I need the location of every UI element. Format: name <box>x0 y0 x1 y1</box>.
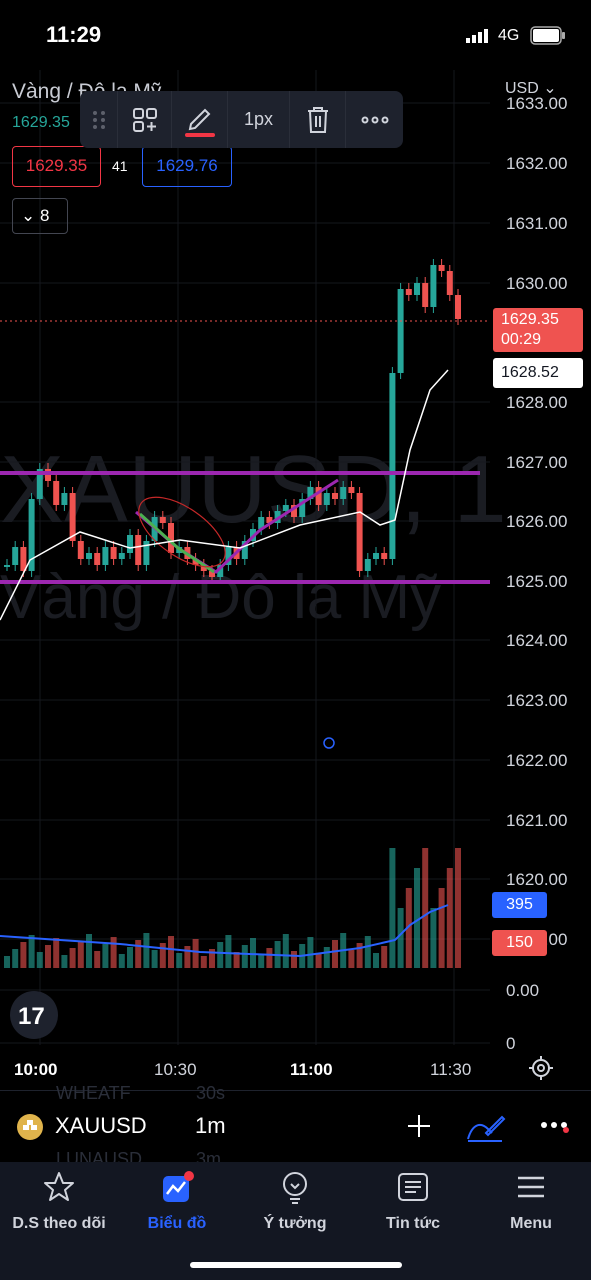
nav-item-watchlist[interactable]: D.S theo dõi <box>0 1170 118 1233</box>
line-width-button[interactable]: 1px <box>228 91 290 148</box>
status-bar: 11:29 4G <box>0 0 591 70</box>
status-time: 11:29 <box>46 22 102 47</box>
price-tick: 1627.00 <box>506 453 567 472</box>
symbol-button[interactable]: XAUUSD <box>55 1113 147 1138</box>
price-tick: 0.00 <box>506 981 539 1000</box>
price-tick: 1621.00 <box>506 811 567 830</box>
countdown-label: 00:29 <box>501 331 542 348</box>
svg-text:17: 17 <box>18 1003 45 1030</box>
price-tick: 1620.00 <box>506 870 567 889</box>
price-tick: 1628.00 <box>506 393 567 412</box>
price-tick: 1626.00 <box>506 512 567 531</box>
spread-value: 41 <box>112 158 128 174</box>
tradingview-logo: 17 <box>10 991 58 1039</box>
volume-ma-line <box>0 904 449 958</box>
add-icon[interactable] <box>406 1113 432 1139</box>
price-tick: 1622.00 <box>506 751 567 770</box>
price-tick: 1633.00 <box>506 94 567 113</box>
price-tick: 1624.00 <box>506 631 567 650</box>
nav-item-news[interactable]: Tin tức <box>354 1170 472 1233</box>
more-dots-icon[interactable] <box>346 91 403 148</box>
time-tick: 10:30 <box>154 1060 197 1079</box>
volume-label: 395 <box>492 892 547 918</box>
indicators-collapse-button[interactable]: ⌄ 8 <box>12 198 68 234</box>
ma-price-label: 1628.52 <box>493 358 583 388</box>
trash-icon[interactable] <box>290 91 346 148</box>
nav-item-ideas[interactable]: Ý tưởng <box>236 1170 354 1233</box>
price-tick: 1632.00 <box>506 154 567 173</box>
add-templates-icon[interactable] <box>118 91 172 148</box>
ghost-symbol: WHEATF <box>56 1083 131 1103</box>
star-icon <box>44 1172 74 1201</box>
pencil-color-icon[interactable] <box>172 91 228 148</box>
time-tick: 11:00 <box>290 1060 333 1079</box>
time-tick: 11:30 <box>430 1060 472 1079</box>
drag-handle-icon[interactable] <box>80 91 118 148</box>
nav-item-chart[interactable]: Biểu đồ <box>118 1170 236 1233</box>
price-tick: 1631.00 <box>506 214 567 233</box>
last-price: 1629.35 <box>12 114 70 131</box>
volume-ma-label: 150 <box>492 930 547 956</box>
battery-icon <box>530 26 565 45</box>
bottom-nav: D.S theo dõi Biểu đồ Ý tưởng Tin tức Men… <box>0 1162 591 1280</box>
drawing-toolbar: 1px <box>80 91 403 148</box>
chart-area[interactable]: XAUUSD, 1 Vàng / Đô la Mỹ 1633.00 1632.00… <box>0 70 591 1090</box>
ellipse-drawing[interactable] <box>127 484 236 581</box>
network-type: 4G <box>498 27 520 44</box>
price-chart[interactable]: XAUUSD, 1 Vàng / Đô la Mỹ 1633.001632.00… <box>0 70 591 1090</box>
currency-selector[interactable]: USD ⌄ <box>505 80 557 97</box>
price-tick: 1623.00 <box>506 691 567 710</box>
settings-gear-icon[interactable] <box>529 1056 553 1080</box>
price-axis[interactable]: 1633.00 1632.00 1631.00 1630.00 1628.00 1627.… <box>506 94 567 1053</box>
price-tick: 0 <box>506 1034 515 1053</box>
news-icon <box>398 1173 428 1201</box>
sell-button[interactable]: 1629.35 <box>12 146 101 187</box>
current-price-label: 1629.35 00:29 <box>493 308 583 352</box>
moving-average-line <box>0 369 449 621</box>
interval-button[interactable]: 1m <box>195 1113 226 1138</box>
menu-icon <box>518 1176 544 1198</box>
symbol-bar: WHEATF 30s LUNAUSD 3m XAUUSD 1m <box>0 1083 591 1169</box>
more-dots-icon[interactable] <box>540 1119 572 1133</box>
crosshair-point[interactable] <box>323 737 335 749</box>
green-trend-line[interactable] <box>138 512 215 574</box>
chevron-down-icon: ⌄ <box>543 80 557 97</box>
price-tick: 1625.00 <box>506 572 567 591</box>
price-tick: 1630.00 <box>506 274 567 293</box>
buy-button[interactable]: 1629.76 <box>142 146 232 187</box>
signal-icon <box>466 29 488 43</box>
drawing-tools-icon[interactable] <box>466 1111 506 1143</box>
lightbulb-icon <box>283 1172 307 1204</box>
home-indicator <box>190 1262 402 1268</box>
ghost-interval: 30s <box>196 1083 226 1103</box>
volume-bars <box>4 848 461 968</box>
nav-item-menu[interactable]: Menu <box>472 1170 590 1233</box>
chart-icon <box>163 1171 194 1202</box>
chevron-down-icon: ⌄ <box>21 206 36 225</box>
gold-icon <box>17 1114 43 1140</box>
time-tick: 10:00 <box>14 1060 58 1079</box>
